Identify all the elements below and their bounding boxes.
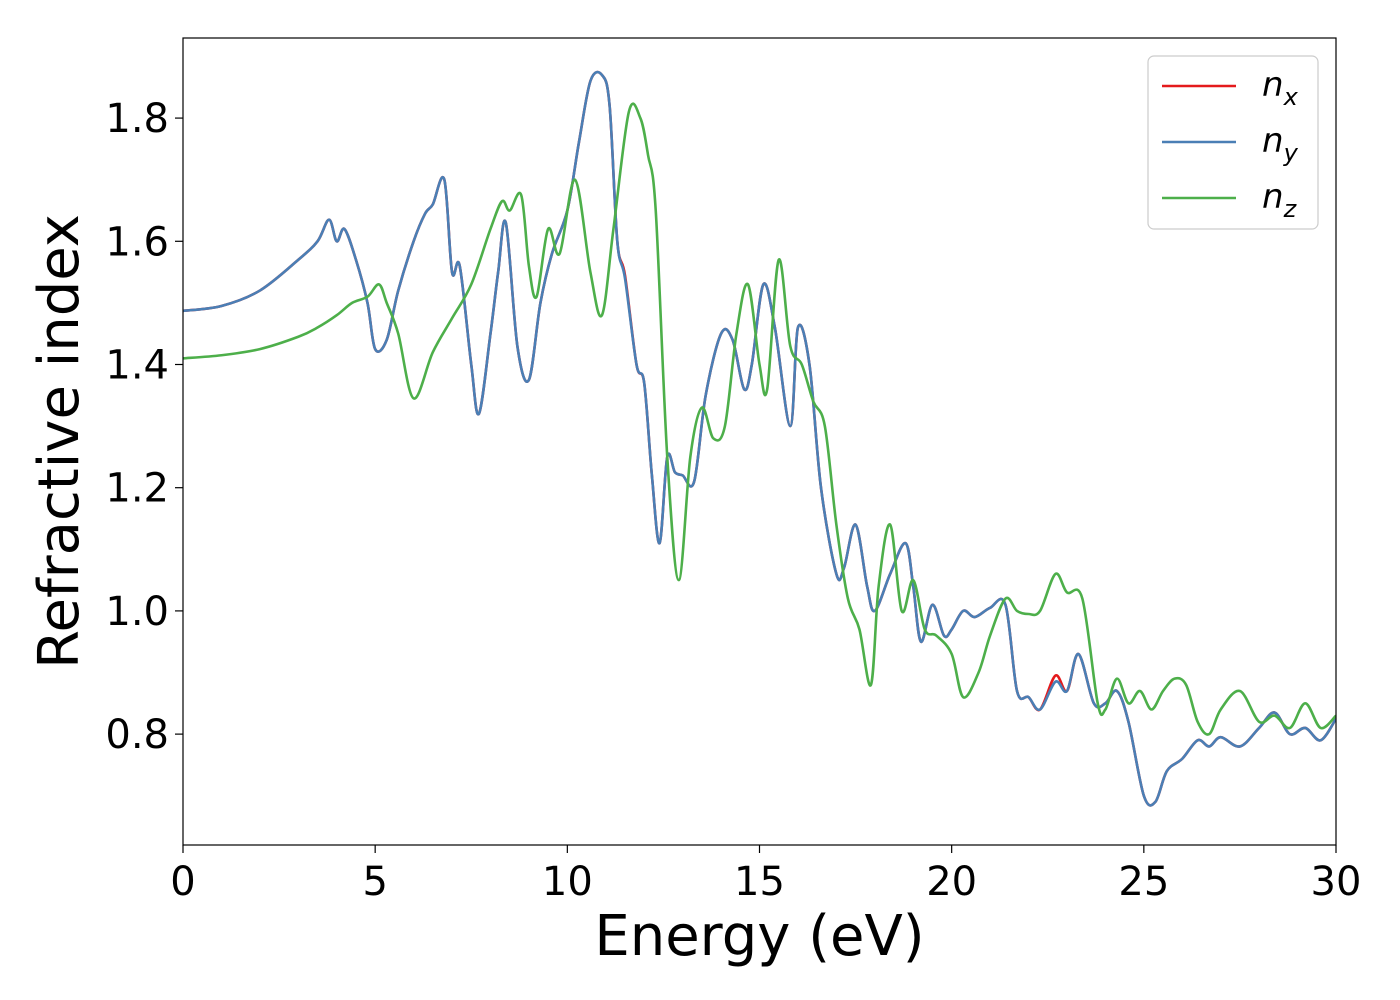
y-tick-label: 1.6 bbox=[105, 219, 169, 265]
legend-label-y: ny bbox=[1262, 121, 1299, 167]
x-tick-label: 5 bbox=[362, 859, 387, 905]
y-tick-label: 1.4 bbox=[105, 342, 169, 388]
x-tick-label: 10 bbox=[542, 859, 593, 905]
y-tick-label: 1.8 bbox=[105, 96, 169, 142]
y-tick-label: 0.8 bbox=[105, 712, 169, 758]
x-tick-label: 15 bbox=[734, 859, 785, 905]
x-tick-label: 20 bbox=[926, 859, 977, 905]
x-tick-label: 30 bbox=[1311, 859, 1362, 905]
y-tick-label: 1.2 bbox=[105, 466, 169, 512]
legend-label-x: nx bbox=[1262, 65, 1299, 111]
legend-label-z: nz bbox=[1262, 177, 1298, 223]
series-layer bbox=[183, 70, 1336, 807]
y-axis-label: Refractive index bbox=[27, 214, 92, 669]
x-tick-label: 0 bbox=[170, 859, 195, 905]
y-tick-label: 1.0 bbox=[105, 589, 169, 635]
series-line-z bbox=[183, 102, 1336, 736]
y-axis-ticks: 0.8 1.0 1.2 1.4 1.6 1.8 bbox=[105, 96, 183, 758]
x-axis-label: Energy (eV) bbox=[594, 904, 924, 969]
x-axis-ticks: 0 5 10 15 20 25 30 bbox=[170, 845, 1361, 905]
series-line-y bbox=[183, 70, 1336, 807]
legend: nx ny nz bbox=[1147, 55, 1319, 230]
x-tick-label: 25 bbox=[1118, 859, 1169, 905]
